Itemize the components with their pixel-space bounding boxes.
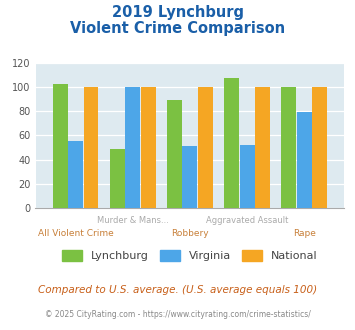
Text: Aggravated Assault: Aggravated Assault xyxy=(206,216,288,225)
Bar xyxy=(297,112,312,208)
Text: Robbery: Robbery xyxy=(171,229,209,238)
Bar xyxy=(282,87,296,208)
Bar xyxy=(167,100,182,208)
Bar xyxy=(240,145,255,208)
Bar xyxy=(83,87,98,208)
Bar xyxy=(312,87,327,208)
Text: Murder & Mans...: Murder & Mans... xyxy=(97,216,169,225)
Text: 2019 Lynchburg: 2019 Lynchburg xyxy=(111,5,244,20)
Text: Compared to U.S. average. (U.S. average equals 100): Compared to U.S. average. (U.S. average … xyxy=(38,285,317,295)
Text: © 2025 CityRating.com - https://www.cityrating.com/crime-statistics/: © 2025 CityRating.com - https://www.city… xyxy=(45,310,310,318)
Bar xyxy=(182,146,197,208)
Bar xyxy=(68,141,83,208)
Text: Violent Crime Comparison: Violent Crime Comparison xyxy=(70,21,285,36)
Bar xyxy=(125,87,140,208)
Bar xyxy=(198,87,213,208)
Bar xyxy=(224,79,239,208)
Bar xyxy=(110,148,125,208)
Bar xyxy=(255,87,270,208)
Text: Rape: Rape xyxy=(293,229,316,238)
Bar xyxy=(53,84,67,208)
Legend: Lynchburg, Virginia, National: Lynchburg, Virginia, National xyxy=(58,246,322,265)
Bar xyxy=(141,87,155,208)
Text: All Violent Crime: All Violent Crime xyxy=(38,229,113,238)
